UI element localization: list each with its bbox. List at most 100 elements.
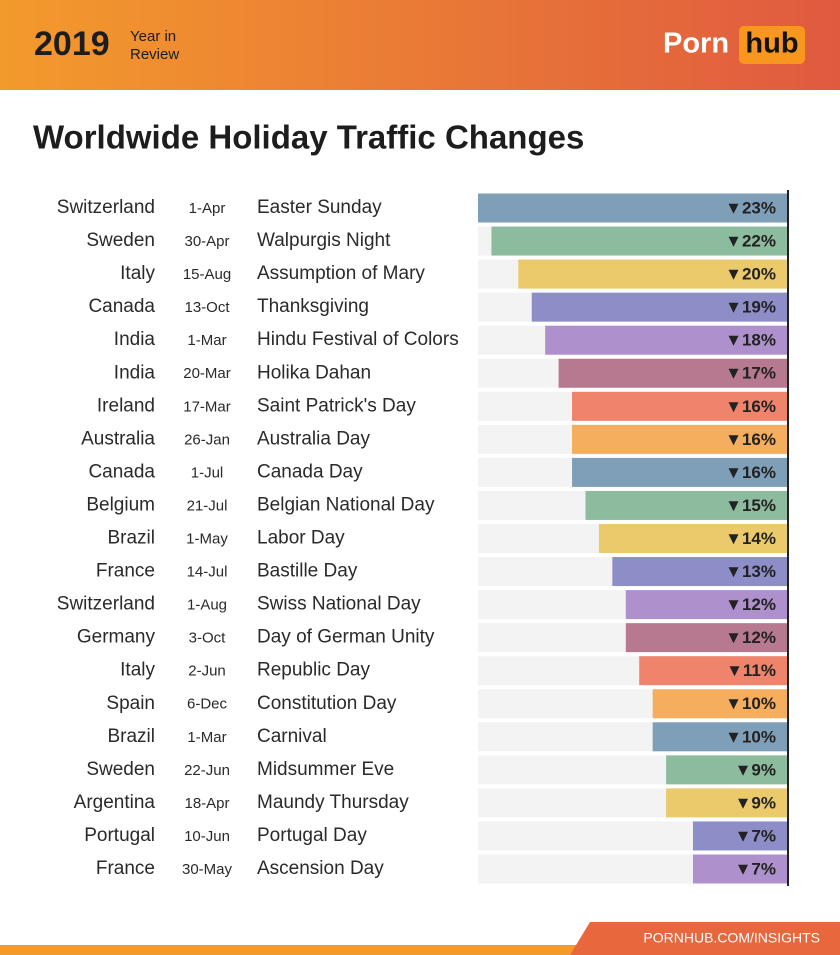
date-label: 26-Jan bbox=[184, 431, 230, 448]
rows: Switzerland 1-Apr Easter Sunday ▼23% Sweden 3… bbox=[57, 193, 787, 884]
country-label: Brazil bbox=[107, 528, 155, 549]
bar bbox=[531, 292, 787, 322]
country-label: France bbox=[96, 858, 155, 879]
value-label: ▼16% bbox=[725, 430, 776, 449]
value-label: ▼22% bbox=[725, 232, 776, 251]
holiday-label: Hindu Festival of Colors bbox=[257, 329, 459, 350]
date-label: 1-Apr bbox=[189, 200, 226, 217]
country-label: France bbox=[96, 561, 155, 582]
holiday-label: Ascension Day bbox=[257, 858, 384, 879]
value-label: ▼12% bbox=[725, 595, 776, 614]
date-label: 14-Jul bbox=[187, 564, 228, 581]
header-subtitle: Review bbox=[130, 46, 179, 63]
holiday-label: Midsummer Eve bbox=[257, 759, 394, 780]
value-label: ▼10% bbox=[725, 727, 776, 746]
bar bbox=[491, 226, 787, 256]
bar bbox=[585, 490, 787, 520]
date-label: 1-May bbox=[186, 530, 228, 547]
value-label: ▼9% bbox=[735, 793, 776, 812]
country-label: Italy bbox=[120, 660, 155, 681]
country-label: Switzerland bbox=[57, 594, 155, 615]
date-label: 22-Jun bbox=[184, 762, 230, 779]
value-label: ▼23% bbox=[725, 198, 776, 217]
date-label: 18-Apr bbox=[184, 795, 229, 812]
date-label: 13-Oct bbox=[184, 299, 230, 316]
holiday-label: Assumption of Mary bbox=[257, 263, 425, 284]
date-label: 1-Jul bbox=[191, 464, 224, 481]
logo-text: hub bbox=[745, 28, 798, 60]
bar bbox=[666, 755, 787, 785]
bar bbox=[652, 722, 787, 752]
date-label: 1-Mar bbox=[187, 332, 226, 349]
country-label: Italy bbox=[120, 263, 155, 284]
bar bbox=[625, 623, 787, 653]
date-label: 2-Jun bbox=[188, 663, 226, 680]
bar bbox=[612, 557, 787, 587]
holiday-label: Canada Day bbox=[257, 461, 363, 482]
country-label: Sweden bbox=[86, 230, 155, 251]
header-bar bbox=[0, 0, 840, 90]
holiday-label: Republic Day bbox=[257, 660, 370, 681]
logo-text: Porn bbox=[663, 28, 729, 60]
date-label: 17-Mar bbox=[183, 398, 231, 415]
holiday-label: Saint Patrick's Day bbox=[257, 395, 416, 416]
holiday-label: Constitution Day bbox=[257, 693, 397, 714]
value-label: ▼19% bbox=[725, 298, 776, 317]
country-label: Switzerland bbox=[57, 197, 155, 218]
holiday-label: Walpurgis Night bbox=[257, 230, 391, 251]
date-label: 21-Jul bbox=[187, 497, 228, 514]
value-label: ▼16% bbox=[725, 463, 776, 482]
country-label: Canada bbox=[88, 296, 155, 317]
bar bbox=[545, 325, 787, 355]
country-label: Australia bbox=[81, 428, 155, 449]
holiday-label: Australia Day bbox=[257, 428, 370, 449]
chart-title: Worldwide Holiday Traffic Changes bbox=[33, 119, 584, 156]
date-label: 10-Jun bbox=[184, 828, 230, 845]
bar bbox=[478, 193, 787, 223]
bar bbox=[666, 788, 787, 818]
date-label: 3-Oct bbox=[189, 630, 227, 647]
holiday-label: Portugal Day bbox=[257, 825, 367, 846]
value-label: ▼7% bbox=[735, 826, 776, 845]
value-label: ▼7% bbox=[735, 859, 776, 878]
bar bbox=[692, 821, 787, 851]
bar bbox=[558, 358, 787, 388]
holiday-label: Swiss National Day bbox=[257, 594, 421, 615]
date-label: 30-May bbox=[182, 861, 233, 878]
logo-box bbox=[739, 26, 805, 64]
holiday-label: Carnival bbox=[257, 726, 327, 747]
value-label: ▼17% bbox=[725, 364, 776, 383]
footer-strip bbox=[0, 945, 840, 955]
country-label: Spain bbox=[106, 693, 155, 714]
footer-tab bbox=[570, 922, 840, 955]
value-label: ▼18% bbox=[725, 331, 776, 350]
value-label: ▼9% bbox=[735, 760, 776, 779]
country-label: India bbox=[114, 362, 156, 383]
date-label: 15-Aug bbox=[183, 266, 231, 283]
value-label: ▼11% bbox=[726, 661, 776, 680]
value-label: ▼15% bbox=[725, 496, 776, 515]
holiday-label: Easter Sunday bbox=[257, 197, 382, 218]
country-label: Argentina bbox=[74, 792, 156, 813]
country-label: Brazil bbox=[107, 726, 155, 747]
value-label: ▼13% bbox=[725, 562, 776, 581]
bar bbox=[518, 259, 787, 289]
value-label: ▼10% bbox=[725, 694, 776, 713]
header-subtitle: Year in bbox=[130, 28, 176, 45]
value-label: ▼12% bbox=[725, 628, 776, 647]
date-label: 1-Mar bbox=[187, 729, 226, 746]
country-label: Sweden bbox=[86, 759, 155, 780]
date-label: 6-Dec bbox=[187, 696, 228, 713]
bar bbox=[572, 391, 787, 421]
holiday-label: Maundy Thursday bbox=[257, 792, 409, 813]
header-year: 2019 bbox=[34, 25, 110, 63]
bar bbox=[572, 424, 787, 454]
bar bbox=[639, 656, 787, 686]
holiday-label: Labor Day bbox=[257, 528, 345, 549]
date-label: 1-Aug bbox=[187, 597, 227, 614]
holiday-label: Holika Dahan bbox=[257, 362, 371, 383]
date-label: 20-Mar bbox=[183, 365, 231, 382]
value-label: ▼20% bbox=[725, 265, 776, 284]
footer-link: PORNHUB.COM/INSIGHTS bbox=[643, 930, 820, 946]
